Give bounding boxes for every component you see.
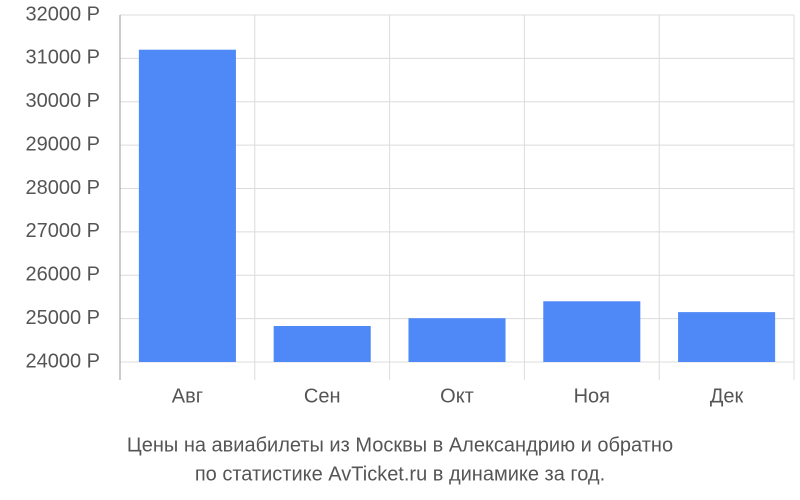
y-tick-label: 31000 Р	[25, 47, 100, 69]
bar	[543, 301, 641, 362]
x-tick-label: Авг	[172, 385, 203, 407]
bar	[408, 318, 506, 362]
y-tick-label: 26000 Р	[25, 264, 100, 286]
y-tick-label: 29000 Р	[25, 133, 100, 155]
x-tick-label: Окт	[440, 385, 474, 407]
y-tick-label: 24000 Р	[25, 350, 100, 372]
y-tick-label: 32000 Р	[25, 3, 100, 25]
x-tick-label: Ноя	[574, 385, 610, 407]
x-tick-label: Дек	[710, 385, 744, 407]
y-tick-label: 28000 Р	[25, 177, 100, 199]
y-tick-label: 30000 Р	[25, 90, 100, 112]
caption-line: по статистике AvTicket.ru в динамике за …	[195, 463, 605, 485]
bar	[273, 325, 371, 362]
y-tick-label: 25000 Р	[25, 307, 100, 329]
bar	[138, 49, 236, 362]
y-tick-label: 27000 Р	[25, 220, 100, 242]
x-tick-label: Сен	[304, 385, 341, 407]
bar	[678, 312, 776, 362]
caption-line: Цены на авиабилеты из Москвы в Александр…	[127, 434, 673, 456]
